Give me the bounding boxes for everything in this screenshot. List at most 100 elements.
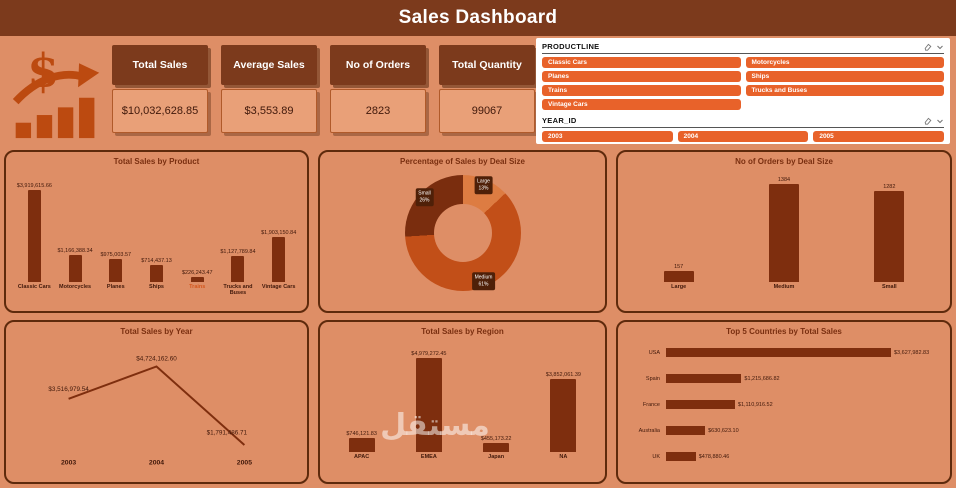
donut-label-category: Large	[477, 178, 490, 185]
bar[interactable]	[272, 237, 286, 282]
slicer-option-2003[interactable]: 2003	[542, 131, 673, 142]
slicer-panel: PRODUCTLINE Classic Cars Motorcycles Plane…	[536, 38, 950, 144]
slicer-option-trucks-and-buses[interactable]: Trucks and Buses	[745, 85, 944, 96]
bar[interactable]	[150, 265, 164, 282]
bar[interactable]	[666, 426, 706, 435]
kpi-row: Total Sales $10,032,628.85 Average Sales…	[112, 45, 535, 133]
slicer-title: YEAR_ID	[542, 116, 577, 125]
bar-column: $3,852,061.39 NA	[530, 338, 597, 468]
bar-value-label: $1,127,789.84	[220, 248, 256, 255]
slicer-option-planes[interactable]: Planes	[542, 71, 741, 82]
bar-category-label: Japan	[488, 454, 505, 460]
hbar-row: Spain $1,215,686.82	[628, 374, 942, 383]
chevron-down-icon[interactable]	[936, 43, 944, 51]
line-axis-label: 2003	[61, 460, 76, 467]
bar-category-label: Classic Cars	[17, 284, 51, 290]
slicer-option-vintage-cars[interactable]: Vintage Cars	[542, 99, 741, 110]
slicer-header-icons	[924, 43, 944, 51]
bar-category-label: Medium	[773, 284, 795, 290]
kpi-value: 2823	[330, 89, 426, 133]
slicer-option-2005[interactable]: 2005	[813, 131, 944, 142]
bar-column: $1,127,789.84 Trucks and Buses	[218, 168, 259, 298]
clear-selections-icon[interactable]	[924, 117, 932, 125]
slicer-option-classic-cars[interactable]: Classic Cars	[542, 57, 741, 68]
line-value-label: $3,516,979.54	[48, 386, 89, 393]
bar-column: $714,437.13 Ships	[136, 168, 177, 298]
donut-label: Small 26%	[415, 188, 434, 206]
bar-value-label: $3,852,061.39	[545, 372, 581, 379]
bar-column: 1384 Medium	[731, 168, 836, 298]
bar-category-label: Small	[881, 284, 897, 290]
kpi-label: Total Sales	[112, 45, 208, 85]
bar-column: $226,243.47 Trains	[177, 168, 218, 298]
bar-category-label: Trains	[189, 284, 206, 290]
kpi-label: Total Quantity	[439, 45, 535, 85]
line-value-label: $1,791,486.71	[207, 429, 248, 436]
donut-label: Large 13%	[474, 176, 493, 194]
bar-value-label: $455,173.22	[480, 436, 512, 443]
donut-label-percent: 26%	[419, 197, 430, 203]
hbar-value-label: $1,215,686.82	[744, 375, 780, 382]
bar-value-label: $975,003.57	[100, 252, 132, 259]
bar[interactable]	[68, 254, 82, 282]
bar-value-label: $1,903,150.84	[261, 230, 297, 237]
bar-category-label: EMEA	[420, 454, 437, 460]
donut-label-category: Small	[418, 190, 431, 197]
chart-title: Top 5 Countries by Total Sales	[726, 327, 842, 336]
bar-column: $975,003.57 Planes	[95, 168, 136, 298]
bar-value-label: $746,121.83	[346, 430, 377, 437]
bar[interactable]	[415, 358, 442, 452]
bar-value-label: $4,979,272.45	[411, 351, 447, 357]
hbar-category-label: Australia	[638, 427, 660, 434]
bar-value-label: $1,166,388.34	[57, 247, 93, 254]
bar-chart-total-sales-by-product: $3,919,615.66 Classic Cars $1,166,388.34 Mo…	[6, 168, 307, 298]
bar-chart-total-sales-by-region: $746,121.83 APAC $4,979,272.45 EMEA $455,173…	[320, 338, 605, 468]
bar-category-label: Planes	[106, 284, 125, 290]
hbar-category-label: Spain	[645, 375, 660, 382]
line-chart-svg: $3,516,979.54 $4,724,162.60 $1,791,486.71 2…	[48, 356, 252, 467]
hbar-category-label: USA	[648, 349, 660, 356]
donut-chart[interactable]: Large 13% Medium 61% Small 26%	[404, 175, 521, 291]
dashboard-title: Sales Dashboard	[398, 7, 558, 28]
hbar-value-label: $478,880.46	[698, 453, 730, 460]
bar[interactable]	[666, 374, 742, 383]
bar[interactable]	[190, 276, 204, 282]
chevron-down-icon[interactable]	[936, 117, 944, 125]
slicer-option-2004[interactable]: 2004	[677, 131, 809, 142]
chart-title: Total Sales by Product	[113, 157, 200, 166]
bar-column: $1,166,388.34 Motorcycles	[55, 168, 96, 298]
bar[interactable]	[666, 400, 735, 409]
kpi-label: Average Sales	[221, 45, 317, 85]
chart-title: Total Sales by Year	[120, 327, 193, 336]
chart-title: Total Sales by Region	[421, 327, 504, 336]
chart-title: Percentage of Sales by Deal Size	[400, 157, 525, 166]
bar-column: $1,903,150.84 Vintage Cars	[258, 168, 299, 298]
productline-slicer: PRODUCTLINE Classic Cars Motorcycles Plane…	[542, 41, 944, 110]
hbar-value-label: $1,110,916.52	[737, 401, 773, 408]
slicer-option-trains[interactable]: Trains	[542, 85, 741, 96]
bar[interactable]	[663, 270, 694, 282]
bar-column: $3,919,615.66 Classic Cars	[14, 168, 55, 298]
bar[interactable]	[666, 348, 891, 357]
bar[interactable]	[109, 259, 123, 282]
bar[interactable]	[483, 443, 510, 452]
hbar-row: France $1,110,916.52	[628, 400, 942, 409]
slicer-option-motorcycles[interactable]: Motorcycles	[745, 57, 944, 68]
bar[interactable]	[231, 255, 245, 282]
donut-label-percent: 61%	[478, 281, 489, 287]
bar[interactable]	[874, 191, 905, 282]
bar-category-label: Ships	[149, 284, 164, 290]
bar[interactable]	[666, 452, 696, 461]
slicer-option-ships[interactable]: Ships	[745, 71, 944, 82]
clear-selections-icon[interactable]	[924, 43, 932, 51]
bar-value-label: 157	[674, 263, 684, 270]
bar[interactable]	[348, 437, 375, 452]
sales-line	[68, 365, 246, 446]
kpi-card-average-sales: Average Sales $3,553.89	[221, 45, 317, 133]
charts-grid: Total Sales by Product $3,919,615.66 Clas…	[4, 150, 952, 484]
bar[interactable]	[768, 184, 799, 282]
bar[interactable]	[27, 190, 41, 282]
bar[interactable]	[550, 379, 577, 452]
hbar-row: UK $478,880.46	[628, 452, 942, 461]
donut-chart-sales-by-deal-size: Large 13% Medium 61% Small 26%	[320, 168, 605, 308]
